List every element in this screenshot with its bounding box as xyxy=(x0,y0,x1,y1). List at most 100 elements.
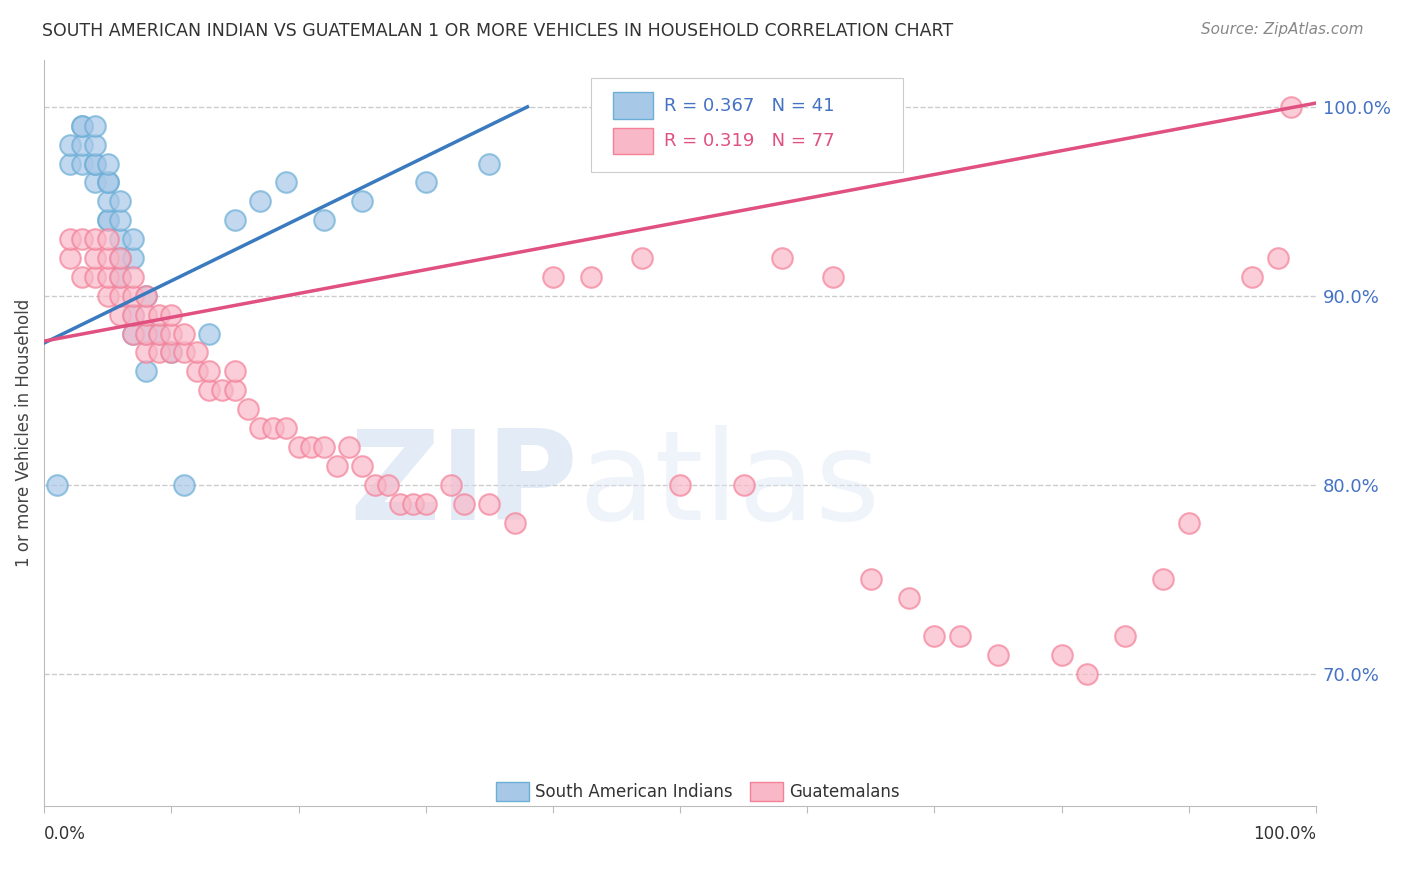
Point xyxy=(1279,100,1302,114)
Point xyxy=(122,269,145,284)
Point xyxy=(631,251,654,265)
Point xyxy=(898,591,921,606)
Point xyxy=(110,269,132,284)
Point xyxy=(135,326,157,341)
Point xyxy=(97,194,120,209)
Point xyxy=(1114,629,1136,643)
Point xyxy=(160,308,183,322)
Point xyxy=(72,119,94,133)
Point xyxy=(58,156,80,170)
Point xyxy=(122,232,145,246)
Point xyxy=(135,364,157,378)
Point xyxy=(84,156,107,170)
Point xyxy=(72,156,94,170)
Point xyxy=(224,213,246,227)
Point xyxy=(148,326,170,341)
Point xyxy=(160,326,183,341)
Text: 100.0%: 100.0% xyxy=(1253,825,1316,843)
Text: South American Indians: South American Indians xyxy=(536,783,733,801)
Point xyxy=(135,326,157,341)
Point xyxy=(415,497,437,511)
Point xyxy=(84,232,107,246)
Point xyxy=(84,251,107,265)
Point xyxy=(97,213,120,227)
Point xyxy=(274,421,297,435)
Point xyxy=(949,629,972,643)
Point xyxy=(97,269,120,284)
Point xyxy=(224,384,246,398)
FancyBboxPatch shape xyxy=(749,782,783,801)
Point xyxy=(541,269,564,284)
Point xyxy=(377,477,399,491)
Point xyxy=(415,176,437,190)
Point xyxy=(148,345,170,359)
FancyBboxPatch shape xyxy=(496,782,529,801)
Point xyxy=(453,497,475,511)
Point xyxy=(987,648,1010,662)
Point xyxy=(262,421,284,435)
Point xyxy=(72,232,94,246)
Point xyxy=(97,232,120,246)
Point xyxy=(352,194,374,209)
Point xyxy=(84,156,107,170)
Point xyxy=(97,289,120,303)
Point xyxy=(1267,251,1289,265)
Point xyxy=(84,176,107,190)
Point xyxy=(110,194,132,209)
Point xyxy=(198,384,221,398)
Text: Source: ZipAtlas.com: Source: ZipAtlas.com xyxy=(1201,22,1364,37)
Point xyxy=(58,251,80,265)
Point xyxy=(337,440,360,454)
Point xyxy=(198,326,221,341)
Point xyxy=(45,477,67,491)
Point xyxy=(364,477,387,491)
Point xyxy=(97,213,120,227)
Point xyxy=(402,497,425,511)
Point xyxy=(173,477,195,491)
Point xyxy=(579,269,602,284)
Point xyxy=(173,345,195,359)
Point xyxy=(135,289,157,303)
Point xyxy=(669,477,692,491)
Point xyxy=(97,251,120,265)
Point xyxy=(312,213,335,227)
Point xyxy=(84,119,107,133)
Point xyxy=(274,176,297,190)
Y-axis label: 1 or more Vehicles in Household: 1 or more Vehicles in Household xyxy=(15,299,32,567)
Point xyxy=(160,345,183,359)
Point xyxy=(97,176,120,190)
Point xyxy=(186,364,208,378)
Point xyxy=(122,251,145,265)
Point xyxy=(249,421,271,435)
Point xyxy=(110,308,132,322)
Point xyxy=(1076,666,1098,681)
Point xyxy=(1241,269,1264,284)
Point xyxy=(97,156,120,170)
Point xyxy=(1050,648,1073,662)
Text: R = 0.367   N = 41: R = 0.367 N = 41 xyxy=(664,97,834,115)
Point xyxy=(859,572,882,586)
Point xyxy=(924,629,946,643)
Point xyxy=(312,440,335,454)
Point xyxy=(58,137,80,152)
Point xyxy=(186,345,208,359)
Text: ZIP: ZIP xyxy=(350,425,578,546)
Point xyxy=(110,289,132,303)
Point xyxy=(72,269,94,284)
Point xyxy=(72,137,94,152)
Text: Guatemalans: Guatemalans xyxy=(790,783,900,801)
Point xyxy=(287,440,309,454)
Point xyxy=(122,326,145,341)
Point xyxy=(478,497,501,511)
Point xyxy=(224,364,246,378)
Point xyxy=(325,458,347,473)
Point xyxy=(821,269,844,284)
Point xyxy=(389,497,412,511)
Point xyxy=(135,345,157,359)
Point xyxy=(733,477,755,491)
Point xyxy=(135,289,157,303)
Point xyxy=(352,458,374,473)
Point xyxy=(173,326,195,341)
Text: R = 0.319   N = 77: R = 0.319 N = 77 xyxy=(664,132,834,150)
Text: atlas: atlas xyxy=(578,425,880,546)
